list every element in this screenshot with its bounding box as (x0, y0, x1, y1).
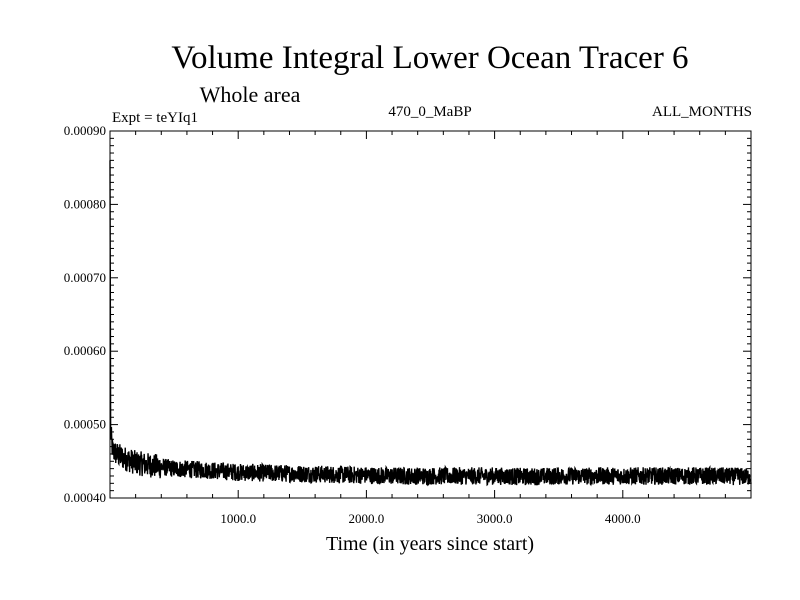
y-tick-label: 0.00070 (64, 270, 106, 285)
x-tick-label: 1000.0 (220, 511, 256, 526)
y-tick-label: 0.00080 (64, 196, 106, 211)
y-tick-label: 0.00050 (64, 417, 106, 432)
x-axis-label: Time (in years since start) (326, 533, 534, 555)
x-tick-label: 3000.0 (477, 511, 513, 526)
x-tick-label: 4000.0 (605, 511, 641, 526)
axis-ticks: 0.00040 0.00050 0.00060 0.00070 0.00080 0.000… (64, 123, 751, 526)
period-label: 470_0_MaBP (388, 104, 471, 120)
chart-subtitle: Whole area (200, 82, 301, 107)
y-tick-label: 0.00090 (64, 123, 106, 138)
series-line (109, 160, 752, 487)
experiment-label: Expt = teYIq1 (112, 110, 198, 126)
y-tick-label: 0.00060 (64, 343, 106, 358)
chart-title: Volume Integral Lower Ocean Tracer 6 (171, 40, 688, 76)
y-tick-label: 0.00040 (64, 490, 106, 505)
plot-frame (109, 130, 752, 499)
x-tick-label: 2000.0 (349, 511, 385, 526)
months-label: ALL_MONTHS (652, 104, 752, 120)
data-series (109, 160, 752, 487)
